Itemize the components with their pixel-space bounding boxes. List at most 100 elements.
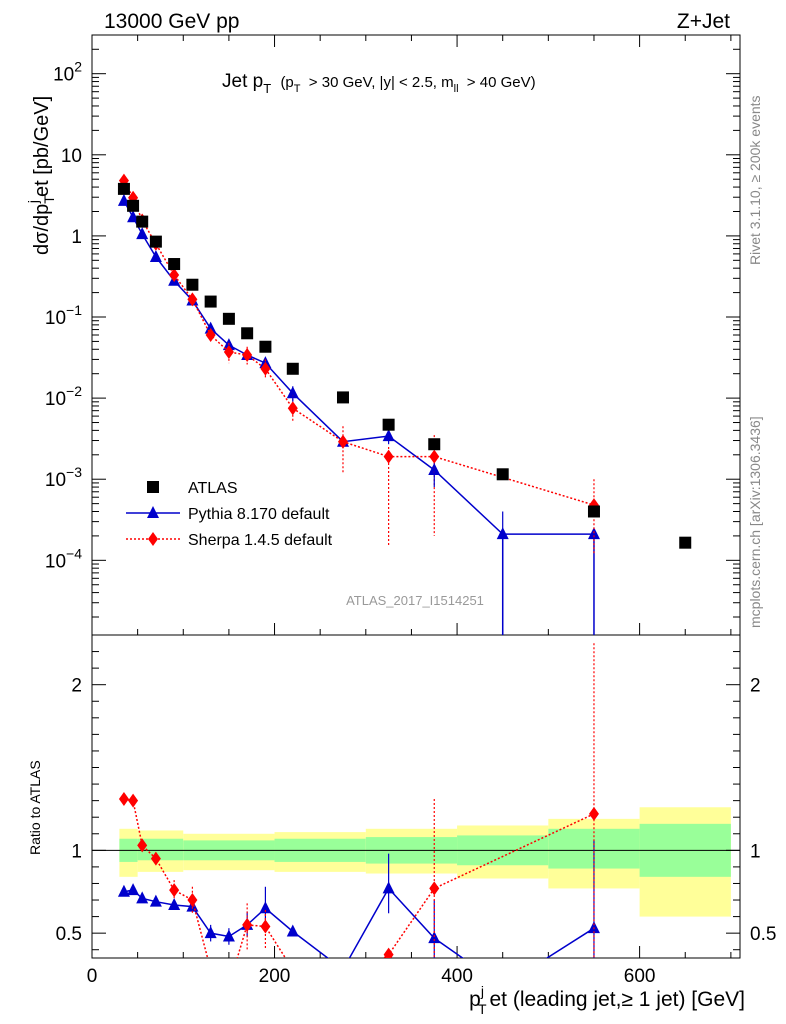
header-right-label: Z+Jet (677, 10, 730, 33)
pythia-ratio-point (222, 929, 235, 942)
sherpa-point (187, 292, 198, 307)
pythia-ratio-point (168, 897, 181, 910)
y-main-tick-label: 1 (71, 227, 82, 248)
ratio-series (117, 643, 600, 993)
sherpa-ratio-point (338, 979, 348, 993)
pythia-ratio-point (149, 894, 162, 907)
y-main-label: dσ/dpTjet [pb/GeV] (25, 96, 57, 255)
band-inner (137, 838, 184, 861)
sherpa-point (260, 361, 271, 376)
atlas-point (679, 536, 692, 549)
pythia-point (136, 227, 149, 240)
sherpa-ratio-point (150, 851, 161, 866)
atlas-point (259, 340, 272, 353)
header-left-label: 13000 GeV pp (104, 10, 239, 33)
y-ratio-tick-label-right: 2 (750, 676, 761, 697)
sherpa-ratio-point (242, 917, 253, 932)
sherpa-ratio-point (128, 793, 139, 808)
data-series (117, 173, 692, 993)
pythia-ratio-point (127, 883, 140, 896)
sherpa-point (429, 449, 440, 464)
atlas-point (186, 278, 199, 291)
pythia-ratio-point (259, 901, 272, 914)
pythia-ratio-point (587, 921, 600, 934)
ratio-frame (91, 634, 741, 959)
legend-pythia-marker (147, 506, 159, 518)
y-main-tick-label: 10−1 (45, 302, 82, 329)
sherpa-point (242, 348, 253, 363)
pythia-ratio-point (117, 884, 130, 897)
pythia-ratio-point (337, 963, 349, 975)
pythia-point (149, 249, 162, 262)
side-text-mcplots: mcplots.cern.ch [arXiv:1306.3436] (747, 416, 763, 628)
atlas-point (127, 199, 140, 212)
y-main-tick-label: 10−4 (45, 545, 82, 572)
y-main-tick-label: 10 (61, 146, 82, 167)
atlas-point (587, 505, 600, 518)
sherpa-point (205, 328, 216, 342)
atlas-point (222, 312, 235, 325)
legend-entry-label: Pythia 8.170 default (188, 506, 330, 523)
legend-sherpa-marker (148, 532, 158, 546)
atlas-point (117, 182, 130, 195)
atlas-point (286, 362, 299, 375)
sherpa-point (337, 434, 348, 449)
pythia-ratio-point (204, 926, 217, 939)
axis-ticks: 0 200 400 600 102 10 1 10−1 10−2 10−3 10−4 0.5 0.5 1 1… (45, 34, 776, 987)
legend: ATLAS Pythia 8.170 default Sherpa 1.4.5 de… (126, 480, 333, 549)
atlas-point (204, 295, 217, 308)
sherpa-ratio-point (187, 893, 198, 908)
plot-title: Jet pT (pT > 30 GeV, |y| < 2.5, mll > 40… (222, 71, 536, 98)
atlas-point (168, 258, 181, 271)
x-tick-label: 0 (87, 966, 98, 987)
legend-entry-label: Sherpa 1.4.5 default (188, 532, 333, 549)
x-tick-label: 600 (624, 966, 656, 987)
ratio-uncertainty-bands (119, 807, 731, 917)
side-text-rivet: Rivet 3.1.10, ≥ 200k events (747, 95, 763, 265)
pythia-point (127, 210, 140, 223)
atlas-point (136, 215, 149, 228)
y-ratio-tick-label: 1 (71, 841, 82, 862)
y-ratio-tick-label: 2 (71, 676, 82, 697)
sherpa-ratio-line (123, 798, 595, 958)
atlas-point (241, 327, 254, 340)
pythia-ratio-point (136, 891, 149, 904)
sherpa-point (223, 345, 234, 360)
y-ratio-tick-label-right: 0.5 (750, 924, 776, 945)
sherpa-line (123, 180, 595, 506)
sherpa-ratio-point (118, 791, 129, 806)
atlas-point (382, 418, 395, 431)
sherpa-ratio-point (383, 947, 394, 958)
sherpa-ratio-point (260, 919, 271, 934)
pythia-ratio-point (382, 881, 395, 894)
x-tick-label: 200 (259, 966, 291, 987)
sherpa-ratio-point (137, 838, 148, 853)
y-ratio-tick-label: 0.5 (56, 924, 82, 945)
sherpa-point (383, 449, 394, 464)
pythia-ratio-line (123, 887, 595, 958)
atlas-point (336, 391, 349, 404)
atlas-point (149, 235, 162, 248)
pythia-ratio-point (428, 931, 441, 944)
y-main-tick-label: 10−2 (45, 383, 82, 410)
legend-atlas-marker (147, 481, 159, 493)
atlas-point (496, 468, 509, 481)
pythia-line (123, 200, 594, 535)
pythia-point (117, 193, 130, 206)
pythia-ratio-point (286, 924, 299, 937)
sherpa-ratio-point (169, 883, 180, 898)
atlas-point (428, 438, 441, 451)
sherpa-ratio-point (588, 806, 599, 821)
sherpa-ratio-point (224, 979, 234, 993)
analysis-id: ATLAS_2017_I1514251 (346, 593, 484, 608)
sherpa-ratio-point (206, 963, 216, 977)
y-main-tick-label: 10−3 (45, 464, 82, 491)
y-ratio-label: Ratio to ATLAS (27, 760, 43, 855)
legend-entry-label: ATLAS (188, 480, 238, 497)
sherpa-point (169, 267, 180, 282)
x-tick-label: 400 (441, 966, 473, 987)
sherpa-point (287, 401, 298, 416)
y-main-tick-label: 102 (53, 59, 82, 86)
